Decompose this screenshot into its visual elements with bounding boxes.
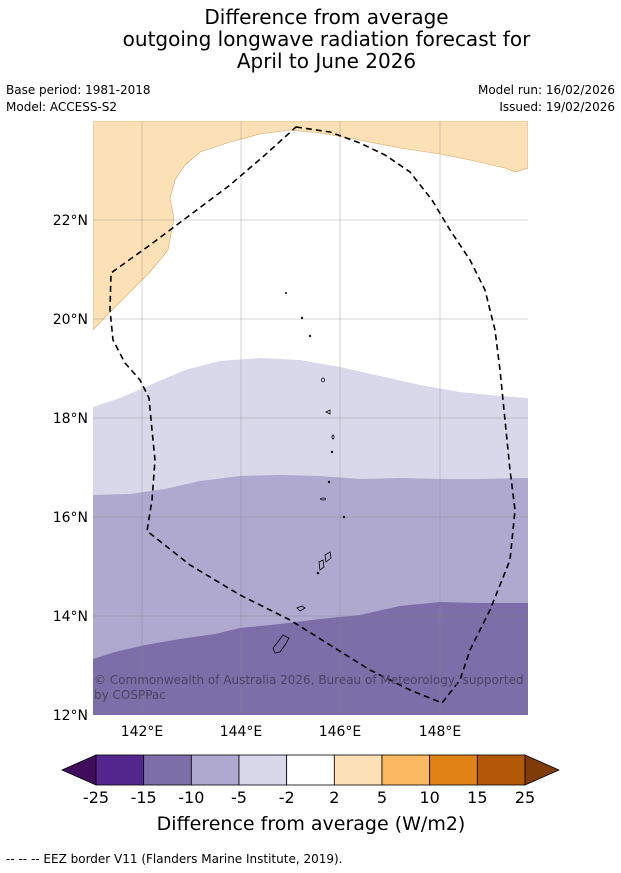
longitude-labels: 142°E 144°E 146°E 148°E (121, 724, 462, 740)
positive-anomaly-region (93, 121, 528, 331)
anatahan-island (320, 497, 326, 501)
colorbar-label: Difference from average (W/m2) (157, 813, 466, 835)
lat-label: 12°N (53, 708, 88, 724)
colorbar-swatch (476, 754, 526, 786)
colorbar-swatch (286, 754, 335, 786)
colorbar-extend-low (61, 754, 97, 786)
eez-footnote: -- -- -- EEZ border V11 (Flanders Marine… (6, 852, 343, 866)
lat-label: 22°N (53, 213, 88, 229)
title-line-3: April to June 2026 (236, 49, 417, 73)
saipan-island (324, 551, 332, 563)
meta-left: Base period: 1981-2018 Model: ACCESS-S2 (6, 82, 151, 116)
copyright-text-line2: by COSPPac (94, 688, 166, 702)
colorbar-swatch (95, 754, 145, 786)
map-area: © Commonwealth of Australia 2026, Bureau… (93, 121, 528, 715)
colorbar-tick-label: -15 (131, 788, 157, 807)
model-run: Model run: 16/02/2026 (477, 83, 615, 97)
colorbar-extend-high (524, 754, 560, 786)
colorbar-swatch (143, 754, 192, 786)
lon-label: 144°E (220, 724, 263, 740)
maug-island (308, 334, 312, 338)
rota-island (296, 605, 306, 612)
colorbar-swatch (333, 754, 383, 786)
model-name: Model: ACCESS-S2 (6, 100, 118, 114)
colorbar-tick-label: 10 (419, 788, 439, 807)
colorbar-tick-label: 25 (515, 788, 535, 807)
colorbar-swatch (381, 754, 431, 786)
guam-island (272, 634, 290, 654)
colorbar-tick-label: 2 (329, 788, 339, 807)
eez-border (109, 126, 516, 704)
meta-right: Model run: 16/02/2026 Issued: 19/02/2026 (478, 82, 615, 116)
farallon-island (342, 515, 346, 519)
graticule (93, 121, 528, 715)
lat-label: 14°N (53, 609, 88, 625)
colorbar-tick-label: -5 (231, 788, 247, 807)
colorbar-tick-label: 15 (467, 788, 487, 807)
colorbar-tick-label: -10 (178, 788, 204, 807)
chart-title: Difference from average outgoing longwav… (0, 6, 621, 72)
lat-label: 20°N (53, 312, 88, 328)
colorbar-tick-label: -25 (83, 788, 109, 807)
sarigan-island (327, 480, 331, 484)
copyright-text-line1: © Commonwealth of Australia 2026, Bureau… (94, 673, 524, 687)
lon-label: 146°E (319, 724, 362, 740)
islands (272, 291, 346, 654)
title-line-1: Difference from average (204, 5, 449, 29)
agrihan-island (325, 409, 331, 415)
lat-label: 16°N (53, 510, 88, 526)
colorbar-swatch (190, 754, 240, 786)
tinian-island (318, 559, 325, 571)
colorbar-swatch (429, 754, 478, 786)
latitude-labels: 22°N 20°N 18°N 16°N 14°N 12°N (53, 213, 88, 724)
asuncion-island (321, 377, 325, 383)
pagan-island (331, 434, 335, 440)
base-period: Base period: 1981-2018 (6, 83, 151, 97)
colorbar: -25 -15 -10 -5 -2 2 5 10 15 25 (61, 754, 560, 807)
anomaly-band-minus10 (93, 602, 528, 715)
colorbar-tick-label: -2 (279, 788, 295, 807)
lon-label: 142°E (121, 724, 164, 740)
issued-date: Issued: 19/02/2026 (499, 100, 615, 114)
lat-label: 18°N (53, 411, 88, 427)
north-islet (284, 291, 287, 294)
lon-label: 148°E (419, 724, 462, 740)
colorbar-tick-label: 5 (377, 788, 387, 807)
uracas-island (300, 316, 304, 320)
colorbar-swatch (238, 754, 288, 786)
title-line-2: outgoing longwave radiation forecast for (122, 27, 531, 51)
alamagan-island (330, 450, 334, 454)
aguijan-island (316, 571, 320, 575)
